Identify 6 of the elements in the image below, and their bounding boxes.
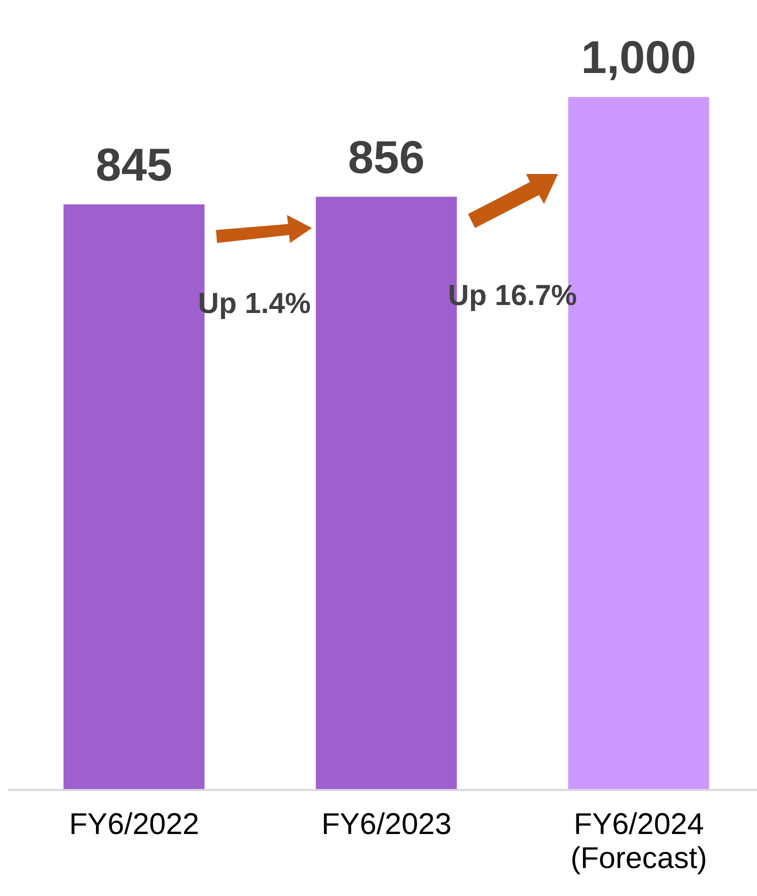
data-label: 845 xyxy=(96,138,172,190)
x-tick-label: FY6/2024 (Forecast) xyxy=(570,808,708,875)
data-label: 1,000 xyxy=(581,31,696,83)
data-label: 856 xyxy=(348,130,425,183)
x-tick-label: FY6/2022 xyxy=(69,808,200,841)
x-tick-label: FY6/2023 xyxy=(321,808,452,841)
